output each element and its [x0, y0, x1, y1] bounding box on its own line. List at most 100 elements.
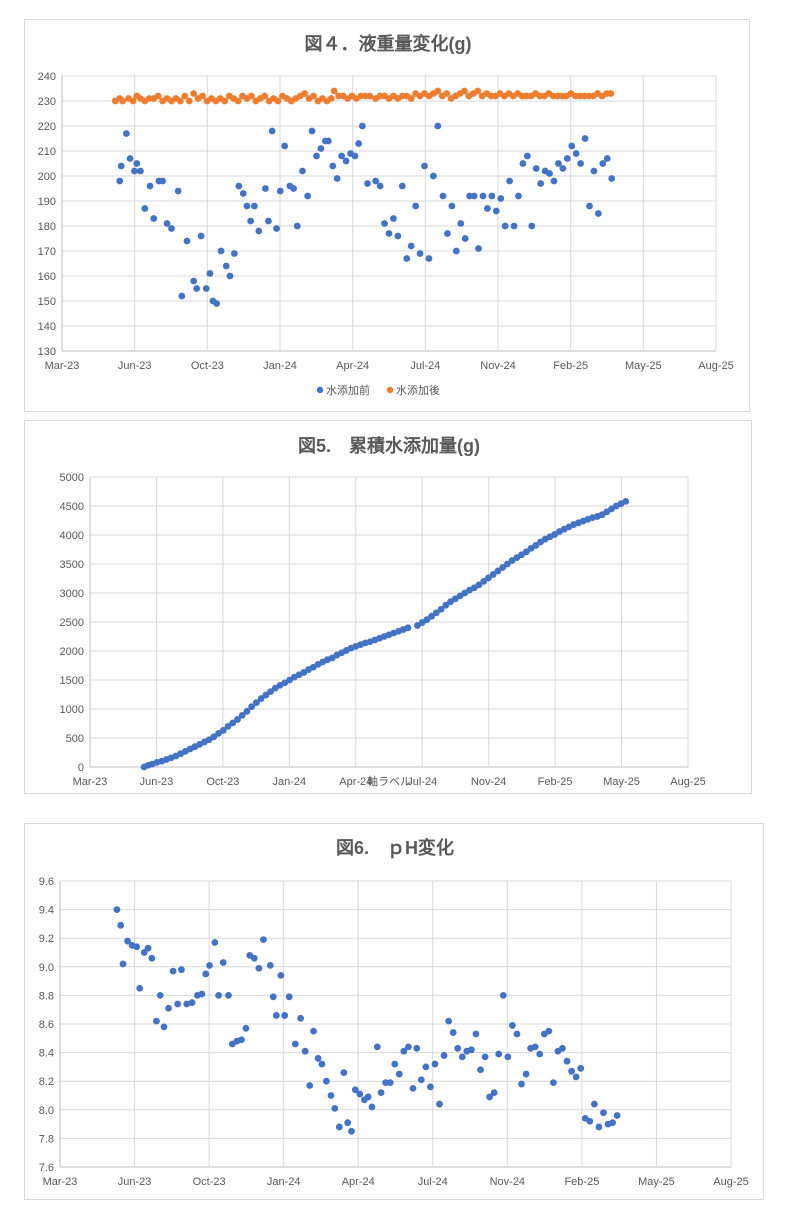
- data-point: [219, 727, 227, 734]
- data-point: [304, 192, 312, 200]
- data-point: [545, 1027, 553, 1035]
- data-point: [422, 1063, 430, 1071]
- data-point: [537, 180, 545, 187]
- data-point: [385, 230, 393, 237]
- data-point: [470, 192, 478, 200]
- data-point: [188, 999, 196, 1006]
- data-point: [458, 1053, 466, 1061]
- data-point: [555, 160, 562, 167]
- data-point: [474, 87, 482, 95]
- data-point: [324, 137, 332, 145]
- data-point: [344, 1119, 352, 1127]
- data-point: [483, 205, 491, 212]
- data-point: [407, 95, 415, 102]
- data-point: [229, 719, 237, 727]
- legend-marker: [386, 386, 394, 394]
- chart-title: 図5. 累積水添加量(g): [298, 435, 480, 456]
- y-tick-label: 3000: [60, 588, 84, 600]
- x-tick-label: Mar-23: [45, 360, 80, 372]
- data-point: [314, 1054, 322, 1062]
- x-tick-label: Jun-23: [118, 1176, 152, 1188]
- data-point: [506, 177, 513, 185]
- data-point: [386, 1079, 394, 1087]
- y-tick-label: 9.0: [39, 962, 54, 974]
- data-point: [269, 993, 277, 1001]
- data-point: [440, 1052, 448, 1059]
- data-point: [364, 1093, 372, 1101]
- data-point: [290, 185, 297, 192]
- data-point: [427, 1083, 434, 1091]
- data-point: [306, 1082, 314, 1089]
- data-point: [503, 560, 511, 568]
- data-point: [131, 167, 138, 175]
- y-tick-label: 8.2: [39, 1076, 54, 1088]
- data-point: [475, 581, 483, 589]
- data-point: [348, 1127, 355, 1135]
- data-point: [116, 177, 124, 185]
- data-point: [250, 202, 258, 210]
- y-tick-label: 140: [38, 321, 56, 333]
- data-point: [434, 122, 442, 130]
- y-tick-label: 190: [38, 196, 56, 208]
- data-point: [215, 992, 223, 999]
- data-point: [156, 992, 164, 999]
- data-point: [449, 1029, 457, 1036]
- data-point: [150, 215, 158, 222]
- data-point: [333, 175, 341, 182]
- data-point: [235, 182, 243, 190]
- data-point: [277, 971, 285, 979]
- data-point: [266, 961, 274, 969]
- data-point: [568, 142, 576, 150]
- data-point: [122, 130, 130, 137]
- chart-panel-fig5: 図5. 累積水添加量(g) 0 500 1000 1500 2000 2500 3000 350…: [24, 420, 752, 794]
- data-point: [436, 1100, 443, 1108]
- y-tick-label: 8.6: [39, 1019, 54, 1031]
- data-point: [310, 1027, 317, 1035]
- data-point: [559, 165, 567, 172]
- x-tick-label: Jan-24: [273, 776, 307, 788]
- data-point: [413, 1044, 421, 1052]
- data-point: [428, 612, 436, 620]
- data-point: [221, 97, 229, 105]
- data-point: [608, 175, 616, 182]
- data-point: [222, 262, 230, 270]
- data-point: [148, 954, 156, 962]
- data-point: [272, 1012, 280, 1019]
- data-point: [479, 192, 487, 200]
- y-tick-label: 130: [38, 346, 56, 358]
- x-tick-label: Feb-25: [553, 360, 588, 372]
- data-point: [213, 300, 221, 307]
- data-point: [486, 1093, 494, 1101]
- x-tick-label: Jan-24: [267, 1176, 301, 1188]
- data-point: [253, 699, 260, 707]
- data-point: [318, 1060, 326, 1068]
- y-tick-label: 9.2: [39, 933, 54, 945]
- data-point: [144, 944, 152, 952]
- data-point: [274, 97, 282, 105]
- legend-marker: [316, 386, 324, 394]
- y-tick-label: 160: [38, 271, 56, 283]
- y-tick-label: 170: [38, 246, 56, 258]
- data-point: [454, 1044, 462, 1052]
- x-tick-label: Nov-24: [471, 776, 506, 788]
- x-tick-label: Jul-24: [418, 1176, 448, 1188]
- data-point: [291, 1040, 299, 1048]
- x-tick-label: Oct-23: [193, 1176, 226, 1188]
- data-point: [330, 87, 338, 95]
- data-point: [119, 960, 127, 968]
- y-tick-label: 4500: [60, 501, 84, 513]
- data-point: [310, 92, 317, 100]
- data-point: [590, 1100, 598, 1108]
- data-point: [133, 160, 141, 167]
- x-tick-label: Feb-25: [538, 776, 573, 788]
- data-point: [572, 1073, 580, 1081]
- x-tick-label: Apr-24: [336, 360, 369, 372]
- data-point: [519, 160, 527, 167]
- data-point: [226, 272, 234, 280]
- data-point: [243, 202, 251, 210]
- data-point: [442, 601, 450, 609]
- data-point: [513, 1030, 521, 1038]
- data-point: [563, 155, 571, 162]
- data-point: [117, 921, 125, 929]
- data-point: [230, 250, 238, 257]
